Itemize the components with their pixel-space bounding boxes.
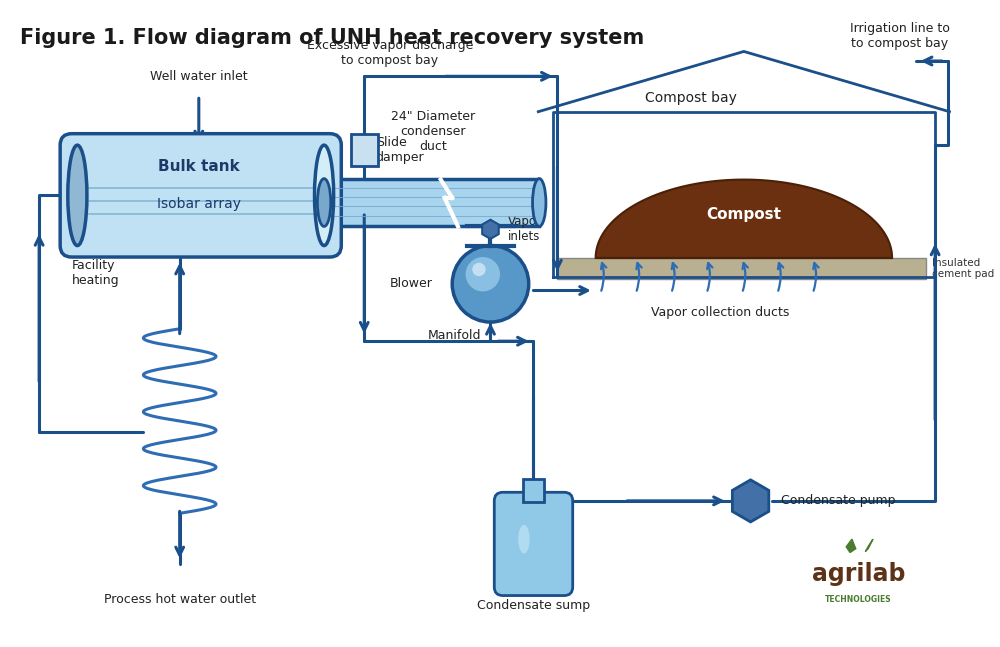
Text: Slide
damper: Slide damper (376, 136, 424, 164)
Text: Isobar array: Isobar array (157, 197, 241, 212)
Text: Bulk tank: Bulk tank (158, 159, 240, 173)
Text: Blower: Blower (390, 278, 433, 291)
FancyBboxPatch shape (494, 492, 573, 595)
Text: Figure 1. Flow diagram of UNH heat recovery system: Figure 1. Flow diagram of UNH heat recov… (20, 28, 644, 49)
Text: Insulated
cement pad: Insulated cement pad (932, 258, 995, 280)
Ellipse shape (317, 179, 331, 226)
Text: Well water inlet: Well water inlet (150, 70, 248, 83)
Polygon shape (865, 539, 873, 551)
Ellipse shape (518, 525, 530, 553)
Ellipse shape (68, 145, 87, 246)
FancyBboxPatch shape (60, 134, 341, 257)
FancyBboxPatch shape (324, 179, 539, 226)
Text: Compost: Compost (706, 206, 781, 221)
Circle shape (452, 246, 529, 322)
Text: Vapor
inlets: Vapor inlets (508, 215, 542, 243)
Text: Manifold: Manifold (427, 329, 481, 342)
Circle shape (472, 263, 486, 276)
Ellipse shape (533, 179, 546, 226)
Polygon shape (596, 180, 892, 258)
FancyBboxPatch shape (351, 134, 378, 166)
Text: Compost bay: Compost bay (645, 91, 737, 105)
Text: agrilab: agrilab (812, 562, 905, 586)
FancyBboxPatch shape (523, 479, 544, 502)
Polygon shape (846, 539, 856, 553)
Circle shape (466, 257, 500, 291)
Text: Condensate sump: Condensate sump (477, 599, 590, 612)
Text: Irrigation line to
to compost bay: Irrigation line to to compost bay (850, 21, 950, 50)
Text: Vapor collection ducts: Vapor collection ducts (651, 306, 789, 319)
Text: Excessive vapor discharge
to compost bay: Excessive vapor discharge to compost bay (307, 39, 473, 67)
Ellipse shape (315, 145, 334, 246)
FancyBboxPatch shape (557, 258, 926, 279)
Text: Process hot water outlet: Process hot water outlet (104, 593, 256, 606)
Text: 24" Diameter
condenser
duct: 24" Diameter condenser duct (391, 110, 475, 153)
Text: Facility
heating: Facility heating (72, 259, 119, 287)
Text: TECHNOLOGIES: TECHNOLOGIES (825, 595, 892, 604)
Text: Condensate pump: Condensate pump (781, 494, 896, 507)
